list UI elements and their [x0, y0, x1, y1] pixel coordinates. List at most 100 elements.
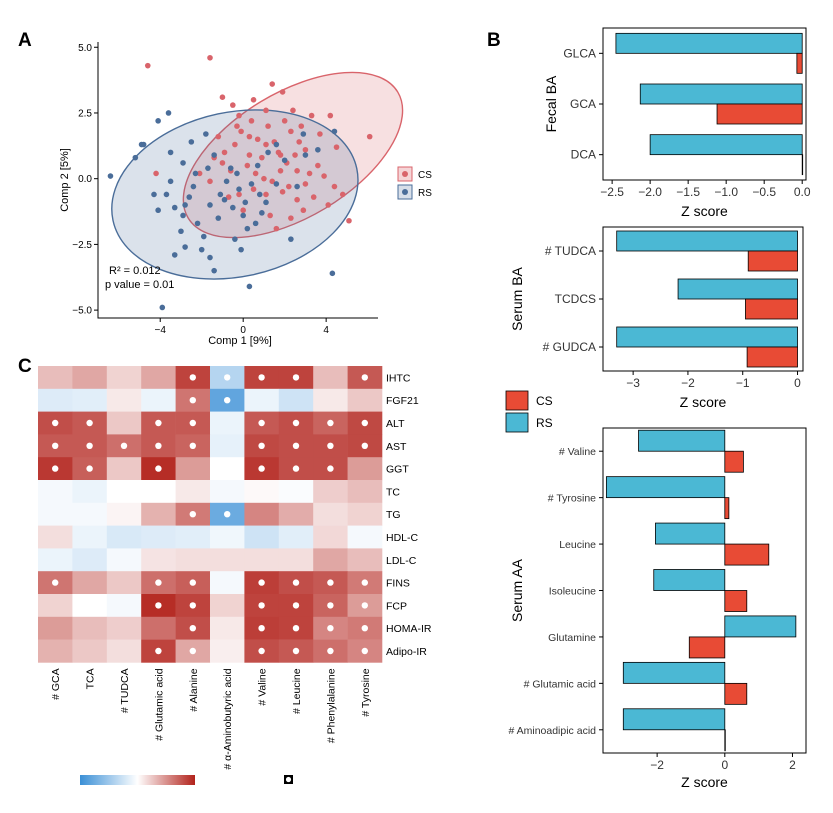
- rs-point: [281, 157, 288, 164]
- bar-rs: [655, 522, 726, 545]
- cs-point: [315, 162, 321, 169]
- significance-dot: [189, 579, 196, 586]
- significance-dot: [258, 625, 265, 632]
- heatmap-cell: [313, 388, 348, 412]
- heatmap-cell: [175, 457, 211, 481]
- significance-dot: [327, 465, 334, 472]
- significance-dot: [292, 419, 300, 427]
- heatmap-cell: [72, 639, 108, 663]
- heatmap-column-label: # Alanine: [188, 668, 200, 711]
- cs-point: [333, 144, 340, 150]
- significance-dot: [52, 419, 59, 427]
- cs-point: [296, 139, 302, 145]
- heatmap-cell: [72, 616, 108, 640]
- significance-dot: [155, 442, 162, 449]
- heatmap-cell: [244, 502, 280, 526]
- legend-b-rs-label: RS: [536, 416, 553, 430]
- cs-point: [248, 118, 255, 124]
- heatmap-row-label: IHTC: [386, 372, 411, 384]
- significance-dot: [361, 579, 368, 586]
- legend-cs-label: CS: [418, 170, 432, 181]
- category-label: Isoleucine: [549, 586, 596, 598]
- cs-point: [346, 217, 352, 224]
- heatmap-row-label: Adipo-IR: [386, 646, 427, 658]
- significance-dot: [52, 579, 59, 586]
- legend-cs-swatch: [505, 390, 529, 411]
- heatmap-row-label: TG: [386, 509, 401, 521]
- rs-point: [259, 210, 265, 216]
- rs-point: [221, 196, 228, 203]
- rs-point: [288, 236, 294, 242]
- significance-dot: [155, 602, 162, 609]
- significance-dot: [224, 374, 231, 381]
- category-label: Glutamine: [548, 632, 596, 644]
- cs-point: [261, 175, 267, 182]
- rs-point: [215, 215, 222, 221]
- cs-point: [236, 112, 242, 119]
- cs-point: [290, 107, 296, 114]
- x-tick-label: −4: [155, 325, 167, 336]
- heatmap-cell: [210, 411, 245, 435]
- panel-b-serum-ba: # TUDCA TCDCS # GUDCA −3 −2 −1 0 Z score Serum B…: [509, 226, 804, 410]
- cs-point: [273, 225, 280, 232]
- heatmap-cell: [72, 594, 108, 618]
- rs-point: [217, 191, 224, 198]
- significance-dot: [189, 442, 196, 449]
- heatmap-cell: [38, 366, 73, 390]
- legend-rs-dot: [402, 189, 408, 195]
- x-tick-label: −2.0: [638, 185, 662, 199]
- heatmap-cell: [278, 388, 314, 412]
- heatmap-cell: [347, 525, 383, 549]
- cs-point: [288, 215, 294, 221]
- heatmap-cell: [210, 594, 245, 618]
- heatmap-cell: [72, 480, 108, 504]
- rs-point: [294, 183, 300, 190]
- bar-rs: [616, 230, 798, 252]
- significance-dot: [224, 511, 231, 518]
- significance-dot: [327, 419, 334, 427]
- bar-cs: [724, 682, 748, 705]
- heatmap-column-label: # Leucine: [291, 668, 303, 714]
- cs-point: [294, 196, 300, 203]
- cs-point: [302, 146, 309, 153]
- cs-point: [267, 212, 273, 219]
- cs-point: [308, 112, 315, 119]
- cs-point: [144, 62, 151, 69]
- cs-point: [252, 170, 259, 177]
- rs-point: [188, 139, 195, 145]
- bar-cs: [747, 250, 798, 272]
- y-tick-label: −5.0: [72, 306, 92, 317]
- rs-point: [163, 191, 170, 198]
- rs-point: [248, 181, 255, 187]
- cs-point: [232, 141, 238, 148]
- y-tick-label: 2.5: [78, 108, 92, 119]
- heatmap-row-label: FCP: [386, 600, 407, 612]
- significance-dot: [327, 647, 334, 655]
- heatmap-row-label: HOMA-IR: [386, 623, 432, 635]
- significance-dot: [86, 465, 93, 472]
- heatmap-cell: [347, 502, 383, 526]
- cs-point: [294, 168, 300, 174]
- significance-dot: [258, 465, 265, 472]
- significance-dot: [292, 442, 300, 449]
- bar-cs: [801, 154, 804, 176]
- x-tick-label: −1: [736, 376, 750, 390]
- bar-rs: [653, 569, 726, 591]
- heatmap-cell: [38, 616, 73, 640]
- facet-label: Serum AA: [509, 558, 525, 622]
- rs-point: [230, 204, 236, 211]
- panel-a-xlabel: Comp 1 [9%]: [208, 335, 272, 347]
- heatmap-cell: [210, 616, 245, 640]
- heatmap-cell: [210, 639, 245, 663]
- rs-point: [178, 228, 184, 235]
- rs-point: [182, 202, 188, 208]
- significance-dot: [361, 625, 368, 632]
- rs-point: [200, 233, 207, 240]
- heatmap-cell: [141, 480, 176, 504]
- bar-rs: [622, 708, 726, 731]
- significance-dot: [155, 419, 162, 427]
- significance-dot: [189, 397, 196, 404]
- cs-point: [288, 128, 294, 135]
- heatmap-cell: [72, 502, 108, 526]
